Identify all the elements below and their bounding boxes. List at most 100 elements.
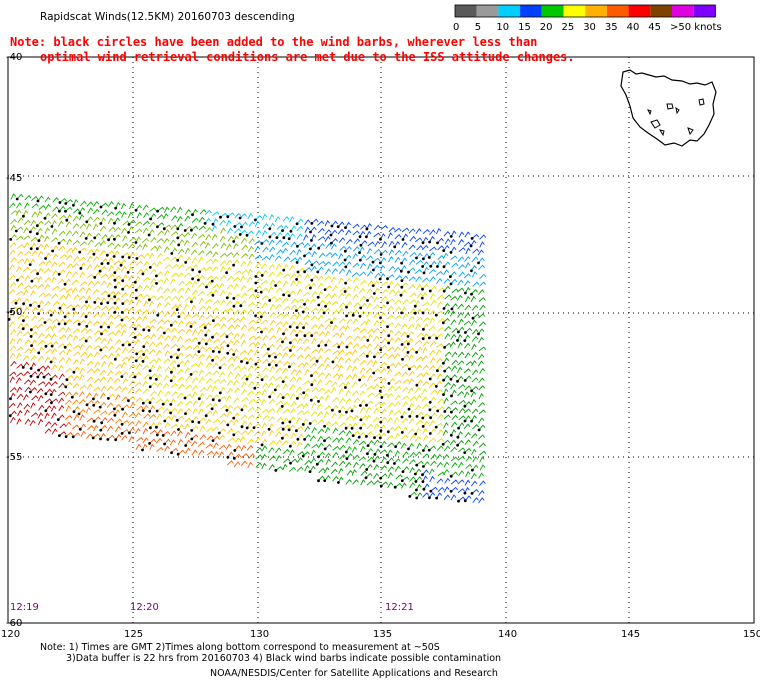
wind-barb [414, 339, 423, 345]
quality-flag-dot [393, 245, 397, 249]
wind-barb [219, 289, 226, 297]
wind-barb [10, 234, 17, 240]
wind-barb [282, 392, 290, 398]
wind-barb [408, 459, 416, 465]
quality-flag-dot [449, 377, 453, 381]
wind-barb [198, 449, 205, 456]
wind-barb [10, 392, 16, 399]
wind-barb [73, 344, 81, 350]
quality-flag-dot [232, 416, 236, 420]
wind-barb [205, 305, 212, 312]
wind-barb [239, 350, 248, 355]
wind-barb [10, 210, 18, 215]
wind-barb [261, 269, 269, 276]
wind-barb [414, 269, 423, 274]
quality-flag-dot [211, 398, 215, 402]
quality-flag-dot [127, 223, 131, 226]
wind-barb [9, 376, 16, 383]
wind-barb [247, 326, 255, 332]
wind-barb [458, 231, 465, 238]
wind-barb [470, 480, 478, 487]
wind-barb [387, 442, 395, 448]
quality-flag-dot [330, 224, 334, 228]
wind-barb [437, 326, 445, 333]
wind-barb [470, 472, 477, 480]
wind-barb [219, 363, 227, 369]
wind-barb [143, 252, 150, 259]
wind-barb [325, 300, 332, 307]
wind-barb [163, 327, 171, 334]
wind-barb [142, 227, 149, 234]
wind-barb [198, 314, 205, 321]
wind-barb [282, 321, 289, 328]
wind-barb [191, 280, 198, 288]
wind-barb [197, 233, 206, 239]
wind-barb [233, 332, 240, 340]
wind-barb [409, 235, 417, 242]
wind-barb [50, 374, 58, 380]
quality-flag-dot [22, 214, 25, 218]
wind-barb [338, 318, 346, 324]
quality-flag-dot [65, 378, 69, 382]
wind-barb [100, 321, 108, 328]
quality-flag-dot [177, 364, 180, 368]
quality-flag-dot [9, 397, 12, 401]
quality-flag-dot [113, 413, 117, 417]
wind-barb [107, 331, 116, 337]
wind-barb [190, 249, 198, 256]
wind-barb [422, 434, 429, 442]
wind-barb [332, 404, 339, 411]
quality-flag-dot [436, 241, 439, 245]
quality-flag-dot [407, 447, 410, 451]
wind-barb [183, 303, 189, 311]
quality-flag-dot [204, 342, 208, 346]
quality-flag-dot [7, 318, 11, 321]
quality-flag-dot [211, 439, 215, 442]
quality-flag-dot [414, 480, 418, 483]
wind-barb [359, 295, 367, 302]
quality-flag-dot [421, 480, 425, 483]
wind-barb [121, 315, 130, 321]
wind-barb [416, 483, 422, 491]
wind-barb [463, 368, 471, 374]
wind-barb [332, 349, 340, 355]
quality-flag-dot [43, 321, 47, 324]
wind-barb [402, 451, 409, 457]
wind-barb [262, 352, 270, 358]
quality-flag-dot [288, 420, 292, 424]
quality-flag-dot [344, 426, 348, 430]
wind-barb [437, 237, 444, 244]
wind-barb [73, 406, 80, 412]
wind-barb [8, 313, 15, 320]
quality-flag-dot [170, 370, 173, 374]
wind-barb [261, 295, 269, 301]
wind-barb [65, 254, 73, 261]
wind-barb [184, 247, 191, 254]
wind-barb [99, 266, 107, 272]
wind-barb [129, 259, 137, 266]
wind-barb [184, 423, 190, 430]
wind-barb [114, 305, 120, 313]
wind-barb [338, 349, 345, 355]
wind-barb [394, 290, 401, 297]
wind-barb [108, 291, 116, 297]
wind-barb [234, 228, 242, 234]
wind-barb [51, 237, 59, 243]
wind-barb [317, 419, 325, 425]
wind-barb [205, 328, 211, 336]
quality-flag-dot [147, 329, 151, 332]
wind-barb [199, 434, 207, 440]
wind-barb [127, 307, 135, 313]
wind-barb [16, 330, 23, 337]
wind-barb [100, 202, 109, 208]
wind-barb [430, 453, 437, 460]
wind-barb [212, 283, 220, 289]
tasmania-coastline [620, 69, 717, 147]
wind-swath [7, 193, 487, 504]
wind-barb [311, 348, 319, 354]
wind-barb [149, 396, 156, 403]
wind-barb [415, 284, 423, 291]
quality-flag-dot [296, 397, 299, 400]
wind-barb [240, 324, 248, 331]
wind-barb [107, 297, 114, 304]
